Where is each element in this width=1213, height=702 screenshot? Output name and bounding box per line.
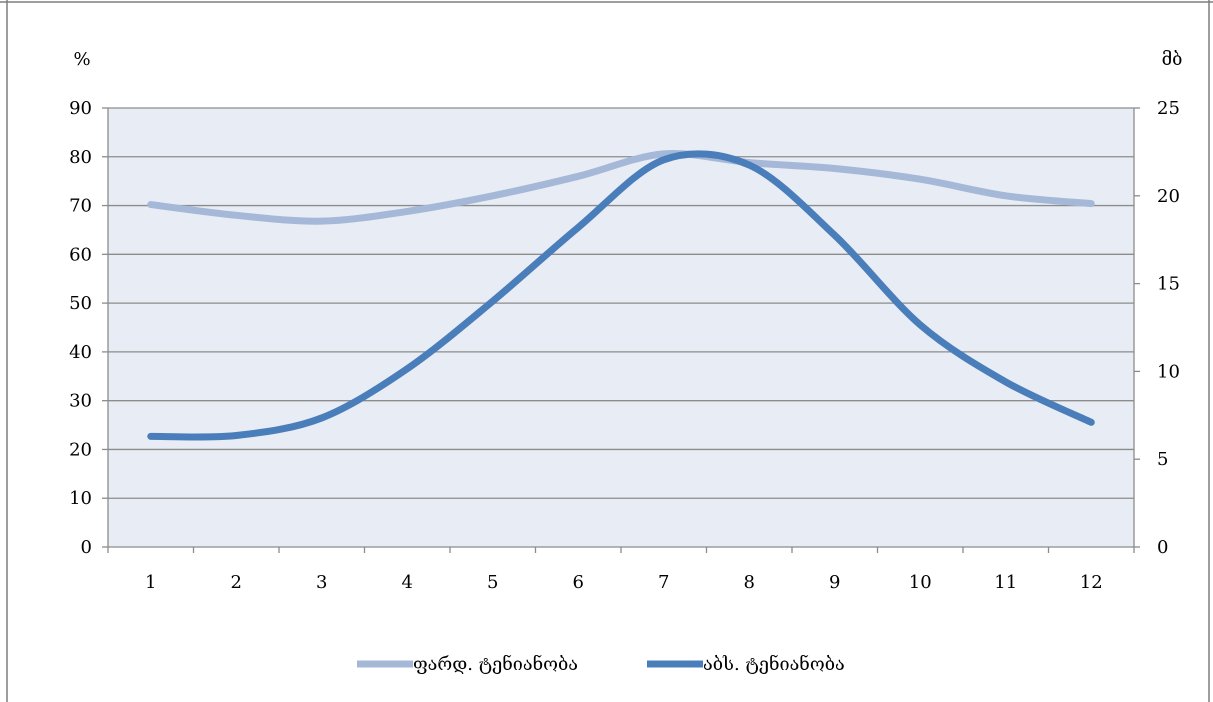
x-tick-label-12: 12 (1080, 572, 1103, 593)
right-axis-unit-label: მბ (1162, 49, 1183, 70)
left-tick-label-10: 10 (69, 488, 92, 509)
x-tick-label-6: 6 (573, 572, 584, 593)
right-tick-label-0: 0 (1157, 537, 1168, 558)
left-tick-label-70: 70 (69, 196, 92, 217)
left-tick-label-40: 40 (69, 342, 92, 363)
x-tick-label-8: 8 (744, 572, 755, 593)
x-tick-label-1: 1 (145, 572, 156, 593)
axes (102, 107, 1140, 553)
left-tick-label-50: 50 (69, 293, 92, 314)
x-tick-label-2: 2 (231, 572, 242, 593)
legend-entry-absolute-humidity: აბს. ტენიანობა (647, 653, 845, 675)
x-tick-label-10: 10 (909, 572, 932, 593)
legend-label-absolute-humidity: აბს. ტენიანობა (703, 653, 845, 675)
right-tick-label-5: 5 (1157, 449, 1168, 470)
left-tick-label-60: 60 (69, 244, 92, 265)
right-tick-label-25: 25 (1157, 98, 1180, 119)
legend: ფარდ. ტენიანობა აბს. ტენიანობა (357, 653, 845, 675)
gridlines (108, 107, 1134, 499)
x-tick-label-3: 3 (316, 572, 327, 593)
left-tick-label-20: 20 (69, 439, 92, 460)
x-tick-label-7: 7 (658, 572, 669, 593)
x-tick-label-5: 5 (487, 572, 498, 593)
series-line-relative-humidity (147, 150, 1095, 225)
x-tick-label-11: 11 (994, 572, 1017, 593)
right-tick-label-20: 20 (1157, 186, 1180, 207)
left-tick-label-30: 30 (69, 391, 92, 412)
legend-entry-relative-humidity: ფარდ. ტენიანობა (357, 653, 578, 675)
series-lines (147, 150, 1095, 441)
left-tick-label-80: 80 (69, 147, 92, 168)
left-tick-label-90: 90 (69, 98, 92, 119)
legend-label-relative-humidity: ფარდ. ტენიანობა (413, 653, 578, 675)
right-tick-label-10: 10 (1157, 361, 1180, 382)
left-tick-label-0: 0 (81, 537, 92, 558)
series-line-absolute-humidity (147, 150, 1095, 441)
x-tick-label-4: 4 (402, 572, 413, 593)
plot-area (108, 108, 1134, 547)
right-tick-label-15: 15 (1157, 274, 1180, 295)
x-tick-label-9: 9 (829, 572, 840, 593)
left-axis-unit-label: % (73, 49, 90, 70)
